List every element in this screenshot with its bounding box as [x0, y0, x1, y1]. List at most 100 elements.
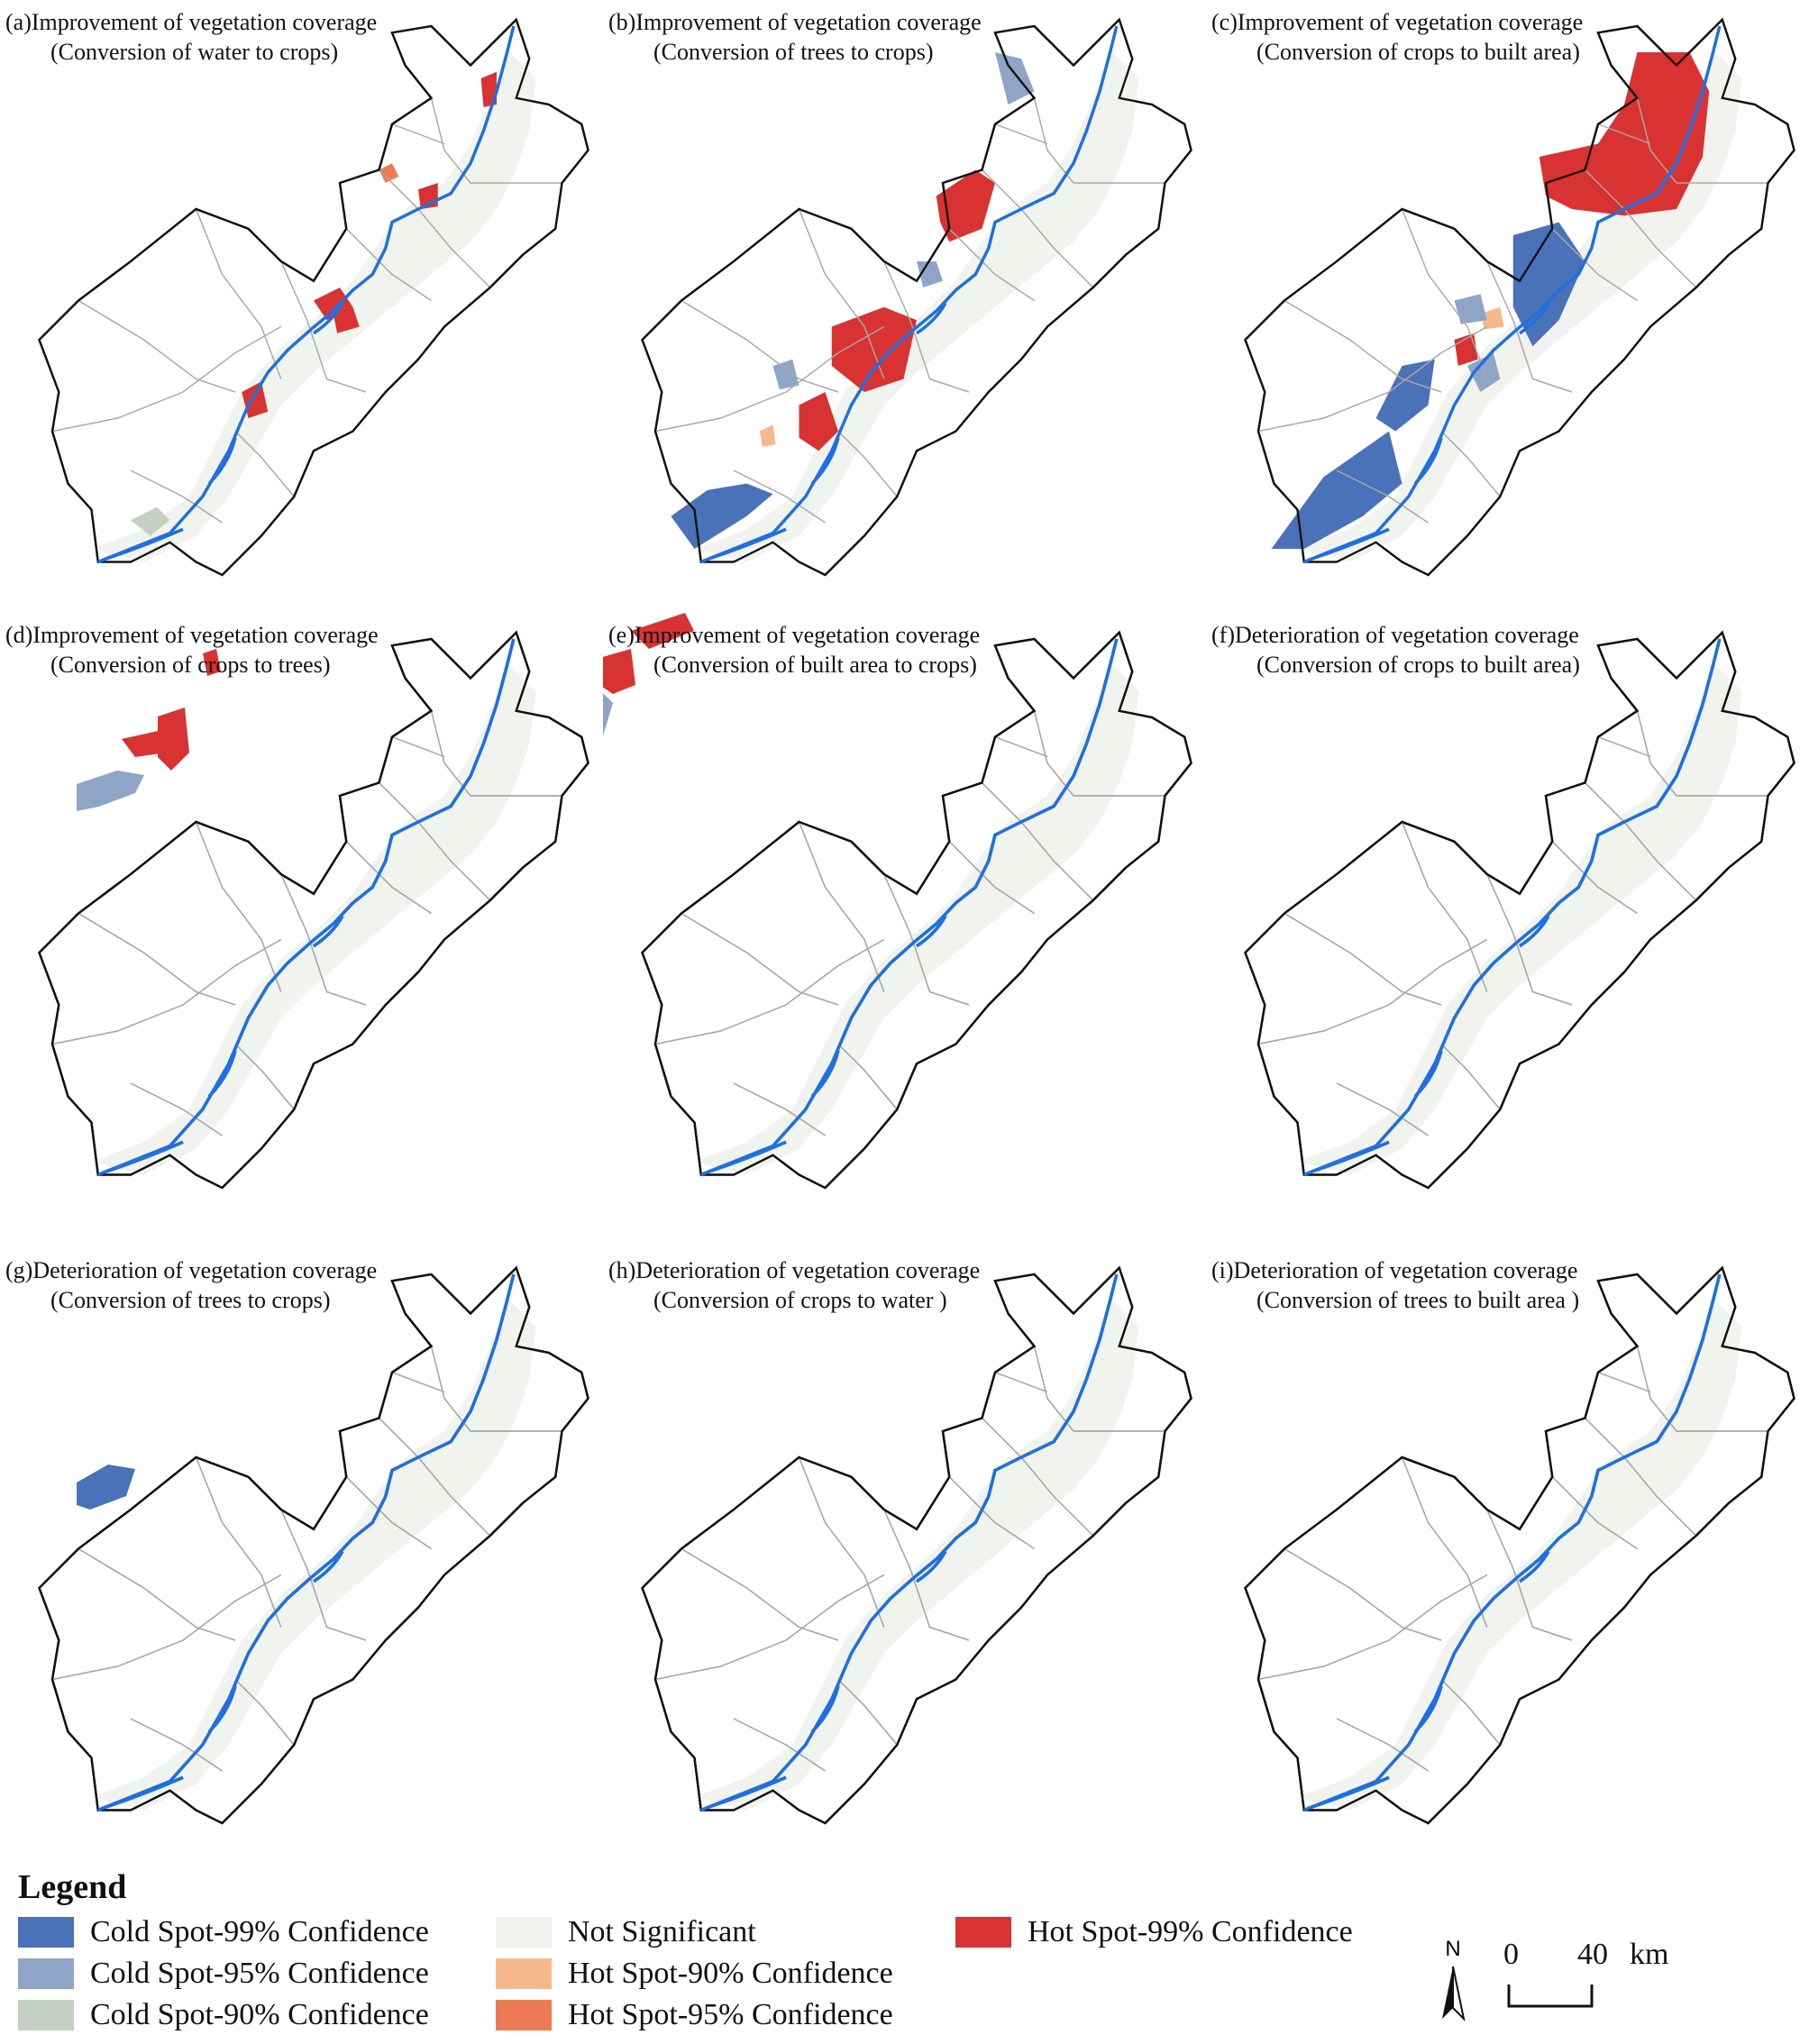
panel-title-h: (h)Deterioration of vegetation coverage … — [608, 1257, 981, 1313]
spot-cluster — [1480, 306, 1504, 330]
legend-swatch — [18, 1958, 74, 1989]
district-boundary — [681, 299, 839, 393]
map-h — [641, 1265, 1192, 1825]
district-boundary — [1636, 1346, 1768, 1432]
spot-cluster — [203, 649, 221, 676]
district-boundary — [1033, 1346, 1165, 1432]
map-e — [603, 613, 1192, 1190]
district-boundary — [345, 1476, 432, 1550]
legend-swatch — [496, 1958, 552, 1989]
district-boundary — [195, 1456, 282, 1628]
district-boundary — [78, 299, 236, 393]
legend-item-not-significant: Not Significant — [496, 1914, 756, 1950]
spot-cluster — [917, 261, 943, 287]
spot-cluster — [77, 771, 144, 811]
district-boundary — [1257, 325, 1488, 433]
river — [1310, 302, 1550, 561]
legend-swatch — [496, 1917, 552, 1948]
district-boundary — [51, 938, 282, 1045]
map-panel-h: (h)Deterioration of vegetation coverage … — [603, 1248, 1206, 1861]
district-boundary — [981, 1417, 1094, 1537]
district-boundary — [1284, 1547, 1442, 1641]
scale-line — [1507, 1985, 1594, 2008]
legend-label: Hot Spot-90% Confidence — [568, 1957, 893, 1990]
district-boundary — [1257, 1574, 1488, 1681]
district-boundary — [948, 841, 1035, 915]
district-boundary — [994, 736, 1048, 758]
district-boundary — [798, 1456, 885, 1628]
region-outline — [1244, 17, 1795, 577]
region-outline — [641, 17, 1192, 577]
district-boundary — [378, 1417, 491, 1537]
river — [707, 915, 947, 1174]
spot-cluster — [379, 163, 399, 183]
district-boundary — [1551, 841, 1638, 915]
district-boundary — [654, 325, 885, 433]
district-boundary — [378, 169, 491, 288]
map-panel-i: (i)Deterioration of vegetation coverage … — [1206, 1248, 1809, 1861]
panel-title-a: (a)Improvement of vegetation coverage (C… — [5, 9, 378, 65]
district-boundary — [234, 430, 295, 497]
legend-swatch — [18, 2000, 74, 2030]
river — [104, 915, 344, 1174]
legend-title: Legend — [18, 1868, 127, 1906]
spot-cluster — [1467, 352, 1501, 392]
district-boundary — [1584, 169, 1697, 288]
spot-cluster — [995, 52, 1035, 105]
district-boundary — [345, 228, 432, 302]
map-panel-f: (f)Deterioration of vegetation coverage … — [1206, 613, 1809, 1226]
river — [707, 1550, 947, 1810]
legend-label: Hot Spot-99% Confidence — [1028, 1915, 1353, 1948]
district-boundary — [430, 97, 562, 184]
district-boundary — [51, 325, 282, 433]
panel-title-b: (b)Improvement of vegetation coverage (C… — [608, 9, 982, 65]
spot-cluster — [799, 392, 838, 452]
district-boundary — [195, 208, 282, 379]
spot-cluster — [760, 424, 776, 447]
district-boundary — [391, 123, 445, 145]
district-boundary — [1401, 1456, 1488, 1628]
district-boundary — [1033, 710, 1165, 797]
district-boundary — [195, 821, 282, 992]
district-boundary — [1636, 710, 1768, 797]
district-boundary — [1551, 228, 1638, 302]
district-boundary — [1551, 1476, 1638, 1550]
legend-item-cold-90: Cold Spot-90% Confidence — [18, 1997, 429, 2033]
map-d — [38, 630, 589, 1190]
district-boundary — [78, 912, 236, 1006]
panel-title-i: (i)Deterioration of vegetation coverage … — [1211, 1257, 1580, 1313]
district-boundary — [130, 1082, 223, 1136]
legend-label: Cold Spot-90% Confidence — [90, 1998, 429, 2031]
district-boundary — [345, 841, 432, 915]
river — [707, 302, 947, 561]
panel-title-g: (g)Deterioration of vegetation coverage … — [5, 1257, 378, 1313]
legend-swatch — [18, 1917, 74, 1948]
map-c — [1244, 17, 1795, 577]
north-label: N — [1445, 1937, 1460, 1961]
spot-cluster — [1454, 294, 1487, 324]
district-boundary — [1440, 430, 1501, 497]
river — [1310, 915, 1550, 1174]
district-boundary — [1486, 873, 1573, 1006]
spot-cluster — [1271, 431, 1402, 549]
river — [1310, 1550, 1550, 1810]
panel-title-f: (f)Deterioration of vegetation coverage … — [1211, 622, 1580, 678]
district-boundary — [51, 1574, 282, 1681]
map-panel-e: (e)Improvement of vegetation coverage (C… — [603, 613, 1206, 1226]
district-boundary — [280, 873, 367, 1006]
map-panel-g: (g)Deterioration of vegetation coverage … — [0, 1248, 603, 1861]
map-panel-a: (a)Improvement of vegetation coverage (C… — [0, 0, 603, 613]
scale-distance: 40 — [1577, 1938, 1608, 1971]
district-boundary — [280, 260, 367, 393]
district-boundary — [948, 228, 1035, 302]
district-boundary — [1584, 781, 1697, 901]
district-boundary — [1336, 1718, 1429, 1772]
district-boundary — [391, 736, 445, 758]
panel-title-d: (d)Improvement of vegetation coverage (C… — [5, 622, 379, 678]
legend-item-hot-99: Hot Spot-99% Confidence — [955, 1914, 1353, 1950]
scale-unit: km — [1630, 1938, 1669, 1971]
district-boundary — [798, 821, 885, 992]
district-boundary — [883, 1509, 970, 1641]
district-boundary — [681, 912, 839, 1006]
district-boundary — [948, 1476, 1035, 1550]
